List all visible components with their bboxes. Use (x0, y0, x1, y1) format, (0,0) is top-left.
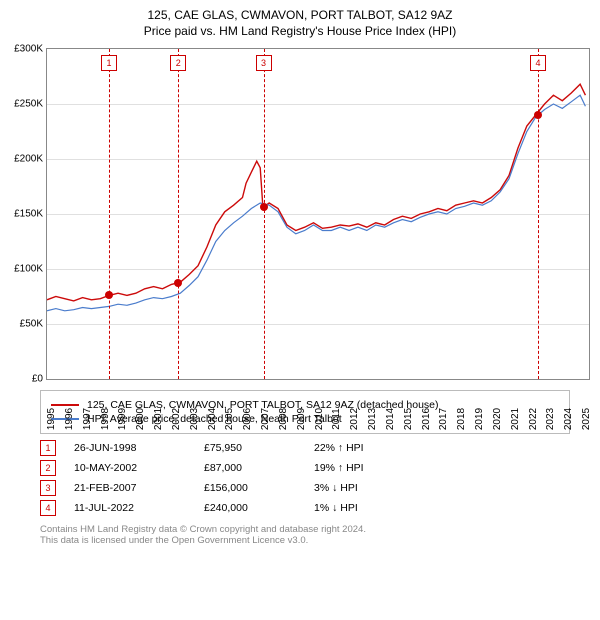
y-axis-label: £250K (1, 99, 43, 110)
x-axis-label: 2024 (563, 408, 574, 430)
chart-title: 125, CAE GLAS, CWMAVON, PORT TALBOT, SA1… (0, 0, 600, 38)
series-line (47, 95, 585, 311)
title-line1: 125, CAE GLAS, CWMAVON, PORT TALBOT, SA1… (0, 8, 600, 22)
marker-delta: 1% ↓ HPI (314, 502, 414, 514)
x-axis-label: 1999 (117, 408, 128, 430)
footer-line2: This data is licensed under the Open Gov… (40, 535, 560, 546)
marker-price: £240,000 (204, 502, 314, 514)
x-axis-label: 2000 (135, 408, 146, 430)
marker-line (538, 49, 539, 379)
x-axis-label: 2023 (545, 408, 556, 430)
x-axis-ticks: 1995 1996 1997 1998 1999 2000 2001 2002 2003 2004… (46, 395, 590, 435)
title-line2: Price paid vs. HM Land Registry's House … (0, 24, 600, 38)
x-axis-label: 2021 (510, 408, 521, 430)
marker-table: 1 26-JUN-1998£75,95022% ↑ HPI 2 10-MAY-2002… (40, 440, 560, 516)
x-axis-label: 2015 (403, 408, 414, 430)
x-axis-label: 2007 (260, 408, 271, 430)
marker-price: £87,000 (204, 462, 314, 474)
y-axis-label: £50K (1, 319, 43, 330)
x-axis-label: 2009 (296, 408, 307, 430)
marker-dot (105, 291, 113, 299)
marker-delta: 19% ↑ HPI (314, 462, 414, 474)
marker-dot (260, 203, 268, 211)
marker-delta: 22% ↑ HPI (314, 442, 414, 454)
marker-line (109, 49, 110, 379)
marker-date: 11-JUL-2022 (74, 502, 204, 514)
gridline (47, 104, 589, 105)
x-axis-label: 2018 (456, 408, 467, 430)
x-axis-label: 2005 (224, 408, 235, 430)
marker-dot (534, 111, 542, 119)
marker-dot (174, 279, 182, 287)
x-axis-label: 2020 (492, 408, 503, 430)
x-axis-label: 2008 (278, 408, 289, 430)
gridline (47, 269, 589, 270)
x-axis-label: 2003 (189, 408, 200, 430)
x-axis-label: 2022 (528, 408, 539, 430)
marker-date: 10-MAY-2002 (74, 462, 204, 474)
x-axis-label: 2017 (438, 408, 449, 430)
marker-date: 26-JUN-1998 (74, 442, 204, 454)
y-axis-label: £200K (1, 154, 43, 165)
footer-line1: Contains HM Land Registry data © Crown c… (40, 524, 560, 535)
table-row: 2 10-MAY-2002£87,00019% ↑ HPI (40, 460, 560, 476)
marker-number-box: 2 (170, 55, 186, 71)
y-axis-label: £100K (1, 264, 43, 275)
x-axis-label: 2010 (314, 408, 325, 430)
x-axis-label: 2016 (421, 408, 432, 430)
plot-area: £0£50K£100K£150K£200K£250K£300K1234 (46, 48, 590, 380)
x-axis-label: 2004 (207, 408, 218, 430)
marker-number-box: 2 (40, 460, 56, 476)
x-axis-label: 1996 (64, 408, 75, 430)
marker-number-box: 1 (101, 55, 117, 71)
marker-line (178, 49, 179, 379)
table-row: 3 21-FEB-2007£156,0003% ↓ HPI (40, 480, 560, 496)
x-axis-label: 1995 (46, 408, 57, 430)
x-axis-label: 2014 (385, 408, 396, 430)
gridline (47, 214, 589, 215)
marker-number-box: 4 (40, 500, 56, 516)
marker-date: 21-FEB-2007 (74, 482, 204, 494)
x-axis-label: 2001 (153, 408, 164, 430)
marker-number-box: 3 (256, 55, 272, 71)
x-axis-label: 2011 (331, 408, 342, 430)
table-row: 1 26-JUN-1998£75,95022% ↑ HPI (40, 440, 560, 456)
x-axis-label: 1998 (100, 408, 111, 430)
x-axis-label: 2013 (367, 408, 378, 430)
x-axis-label: 2012 (349, 408, 360, 430)
x-axis-label: 2002 (171, 408, 182, 430)
marker-price: £156,000 (204, 482, 314, 494)
marker-number-box: 4 (530, 55, 546, 71)
x-axis-label: 2019 (474, 408, 485, 430)
x-axis-label: 1997 (82, 408, 93, 430)
y-axis-label: £300K (1, 44, 43, 55)
marker-delta: 3% ↓ HPI (314, 482, 414, 494)
marker-number-box: 1 (40, 440, 56, 456)
x-axis-label: 2025 (581, 408, 592, 430)
y-axis-label: £0 (1, 374, 43, 385)
x-axis-label: 2006 (242, 408, 253, 430)
gridline (47, 159, 589, 160)
marker-price: £75,950 (204, 442, 314, 454)
y-axis-label: £150K (1, 209, 43, 220)
table-row: 4 11-JUL-2022£240,0001% ↓ HPI (40, 500, 560, 516)
gridline (47, 324, 589, 325)
marker-number-box: 3 (40, 480, 56, 496)
marker-line (264, 49, 265, 379)
footer-attribution: Contains HM Land Registry data © Crown c… (40, 524, 560, 546)
